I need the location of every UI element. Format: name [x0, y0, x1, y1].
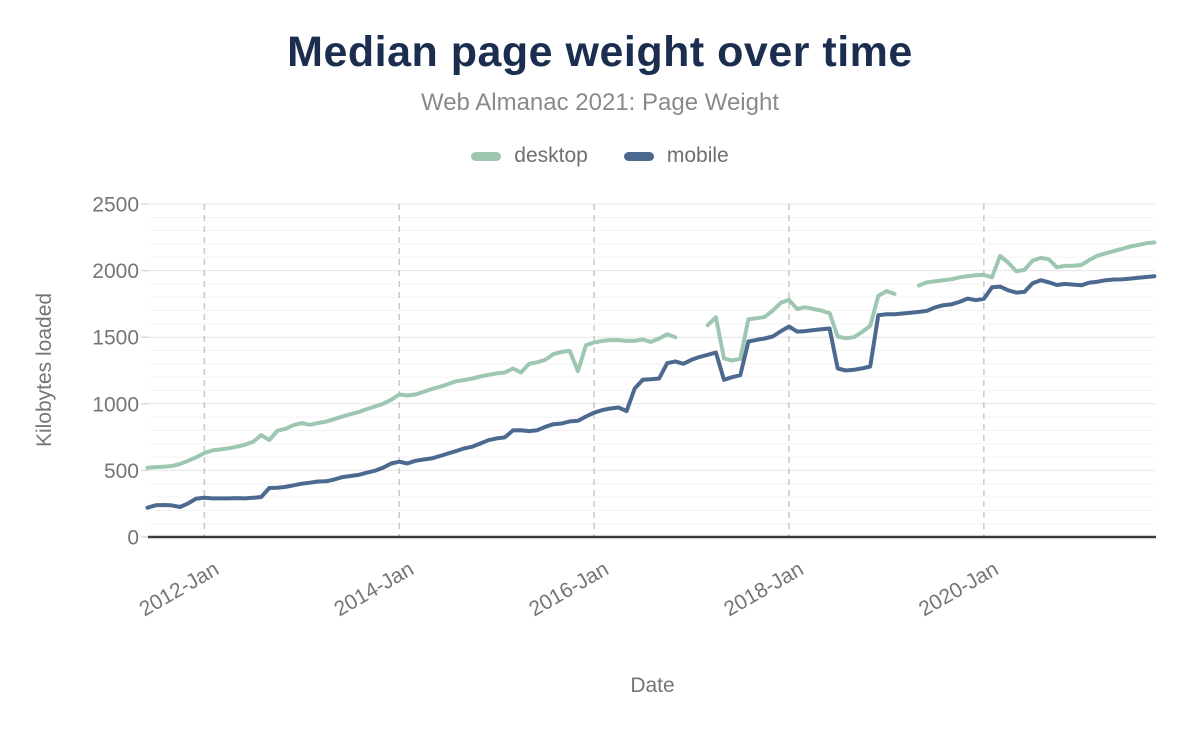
legend: desktop mobile	[0, 144, 1200, 168]
legend-item-mobile[interactable]: mobile	[623, 144, 729, 168]
y-tick-label: 2000	[92, 260, 139, 283]
y-tick-label: 0	[127, 527, 139, 550]
x-axis-title: Date	[630, 674, 675, 697]
desktop-series-swatch-icon	[471, 151, 502, 161]
page-title: Median page weight over time	[287, 28, 913, 76]
legend-label-desktop: desktop	[514, 144, 588, 167]
mobile-line	[145, 274, 1157, 510]
y-tick-label: 1500	[92, 327, 139, 350]
legend-label-mobile: mobile	[666, 144, 729, 167]
line-chart: 0 500 1000 1500 2000 2500 2012-Jan 2014-Jan 2016…	[92, 194, 1157, 621]
x-tick-label: 2018-Jan	[720, 557, 807, 621]
legend-item-desktop[interactable]: desktop	[471, 144, 588, 168]
page-subtitle: Web Almanac 2021: Page Weight	[420, 89, 779, 116]
x-tick-label: 2014-Jan	[330, 557, 417, 621]
x-tick-label: 2020-Jan	[915, 557, 1002, 621]
y-tick-label: 500	[104, 460, 139, 483]
mobile-series-swatch-icon	[623, 151, 654, 161]
x-tick-label: 2012-Jan	[135, 557, 222, 621]
y-tick-label: 2500	[92, 194, 139, 217]
y-tick-label: 1000	[92, 393, 139, 416]
x-tick-label: 2016-Jan	[525, 557, 612, 621]
desktop-line	[145, 240, 1157, 470]
